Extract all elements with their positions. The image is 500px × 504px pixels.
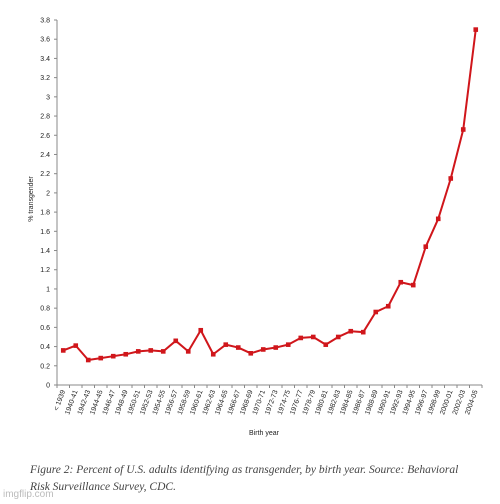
data-point	[460, 127, 466, 132]
y-tick-label: 2.2	[40, 171, 50, 178]
data-point	[398, 279, 404, 285]
y-tick-label: 3.6	[40, 37, 50, 44]
data-point	[60, 348, 66, 353]
y-tick-label: 0.6	[40, 325, 50, 332]
data-point	[173, 338, 179, 344]
figure-caption: Figure 2: Percent of U.S. adults identif…	[30, 462, 492, 496]
caption-line-1: Figure 2: Percent of U.S. adults identif…	[30, 464, 459, 476]
data-point	[148, 348, 154, 353]
data-point	[185, 349, 191, 354]
data-point	[160, 349, 166, 354]
data-point	[98, 355, 104, 361]
data-point	[348, 328, 354, 334]
data-point	[210, 351, 216, 357]
data-point	[410, 282, 416, 288]
y-tick-label: 1	[46, 286, 50, 293]
y-tick-label: 3.2	[40, 75, 50, 82]
y-tick-label: 3.8	[40, 18, 50, 25]
data-point	[335, 334, 341, 340]
data-point	[310, 334, 316, 340]
data-point	[85, 357, 91, 363]
data-point	[298, 335, 304, 341]
data-point	[448, 176, 454, 181]
x-axis: < 19391940-411942-431944-451946-471948-4…	[53, 384, 483, 416]
watermark: imgflip.com	[3, 489, 54, 500]
y-tick-label: 1.4	[40, 248, 50, 255]
y-tick-label: 2.8	[40, 114, 50, 121]
data-point	[423, 244, 429, 249]
data-point	[73, 343, 79, 348]
series-line	[60, 27, 479, 363]
data-point	[123, 351, 129, 357]
y-axis: 0 0.2 0.4 0.6 0.8 1 1.2 1.4 1.6 1.8 2 2.2 2.4 2.6 2.8 3…	[40, 18, 58, 390]
data-point	[110, 353, 116, 359]
data-point	[323, 342, 329, 347]
series-path	[62, 29, 477, 362]
data-point	[360, 329, 366, 335]
y-tick-label: 3	[46, 94, 50, 101]
data-point	[198, 327, 204, 333]
data-point	[435, 216, 441, 222]
y-tick-label: 0.4	[40, 344, 50, 351]
data-point	[223, 342, 229, 347]
y-tick-label: 2.6	[40, 133, 50, 140]
data-point	[135, 349, 141, 354]
y-tick-label: 2.4	[40, 152, 50, 159]
y-tick-label: 2	[46, 190, 50, 197]
y-tick-label: 0.8	[40, 306, 50, 313]
y-tick-label: 3.4	[40, 56, 50, 63]
data-point	[373, 309, 379, 315]
y-tick-label: 1.6	[40, 229, 50, 236]
y-axis-title: % transgender	[28, 176, 35, 222]
y-tick-label: 1.2	[40, 267, 50, 274]
y-tick-label: 1.8	[40, 210, 50, 217]
data-point	[385, 303, 391, 309]
y-tick-label: 0	[46, 383, 50, 390]
data-point	[235, 345, 241, 350]
x-axis-title: Birth year	[249, 430, 280, 437]
data-point	[248, 351, 254, 356]
data-point	[260, 347, 266, 352]
caption-line-2: Risk Surveillance Survey, CDC.	[30, 481, 176, 493]
data-point	[473, 27, 479, 32]
data-point	[285, 342, 291, 347]
y-tick-label: 0.2	[40, 363, 50, 370]
chart: 0 0.2 0.4 0.6 0.8 1 1.2 1.4 1.6 1.8 2 2.2 2.4 2.6 2.8 3…	[28, 18, 483, 437]
data-point	[273, 345, 279, 350]
